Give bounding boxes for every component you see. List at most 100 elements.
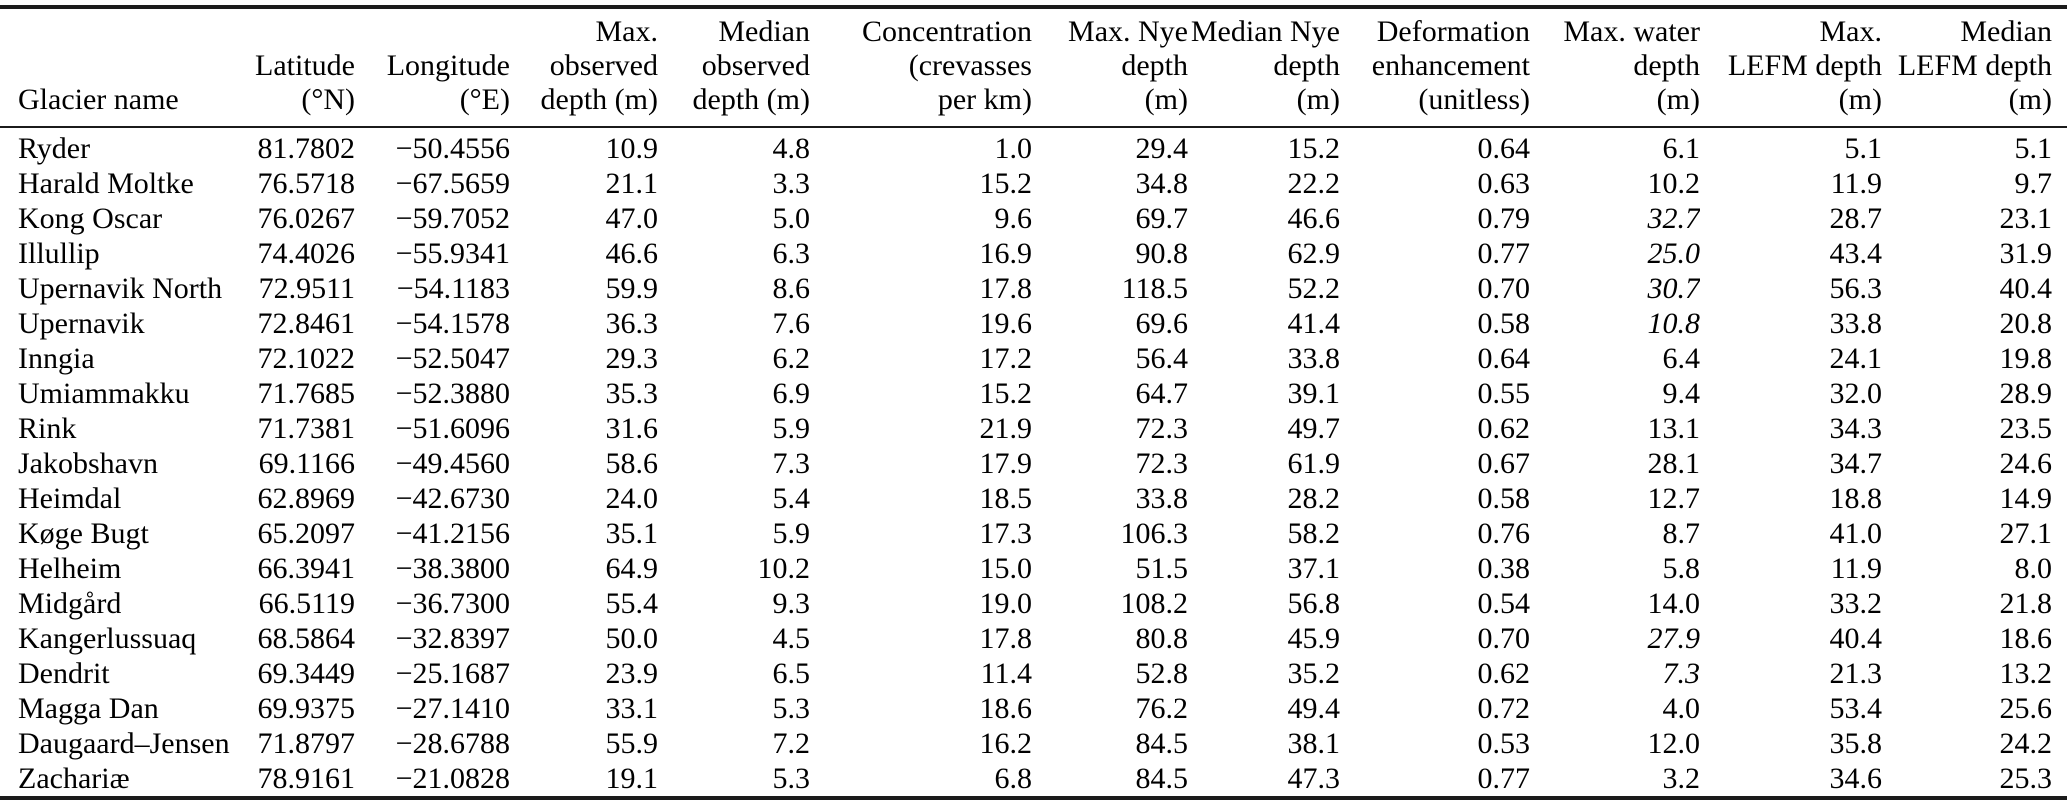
cell-max_obs: 36.3 — [605, 307, 659, 340]
cell-max_nye: 90.8 — [1135, 237, 1189, 270]
cell-max_obs: 29.3 — [605, 342, 659, 375]
cell-med_obs: 6.2 — [772, 342, 811, 375]
column-header-med_obs: Median observed depth (m) — [658, 9, 810, 127]
column-header-line: LEFM depth — [1897, 49, 2052, 82]
cell-max_water: 12.0 — [1647, 727, 1701, 760]
cell-max_water: 3.2 — [1662, 762, 1701, 795]
cell-med_nye: 15.2 — [1287, 132, 1341, 165]
cell-med_obs: 9.3 — [772, 587, 811, 620]
column-header-line: per km) — [937, 83, 1032, 116]
cell-lon: −67.5659 — [395, 167, 510, 200]
column-header-lat: Latitude (°N) — [243, 9, 355, 127]
cell-conc: 17.3 — [979, 517, 1033, 550]
cell-med_obs: 6.9 — [772, 377, 811, 410]
cell-max_lefm: 35.8 — [1829, 727, 1883, 760]
column-header-line: Max. — [1819, 15, 1883, 48]
table-row: Magga Dan 69.9375 −27.1410 33.1 5.3 18.6 76.2 4… — [0, 691, 2067, 726]
cell-med_obs: 7.6 — [772, 307, 811, 340]
cell-lat: 76.0267 — [257, 202, 356, 235]
cell-med_lefm: 19.8 — [1999, 342, 2053, 375]
cell-lat: 81.7802 — [257, 132, 356, 165]
cell-med_nye: 49.4 — [1287, 692, 1341, 725]
cell-med_nye: 46.6 — [1287, 202, 1341, 235]
cell-max_lefm: 41.0 — [1829, 517, 1883, 550]
cell-med_lefm: 31.9 — [1999, 237, 2053, 270]
cell-lat: 72.1022 — [257, 342, 356, 375]
cell-max_lefm: 56.3 — [1829, 272, 1883, 305]
cell-name: Harald Moltke — [18, 167, 194, 200]
cell-max_lefm: 21.3 — [1829, 657, 1883, 690]
cell-name: Dendrit — [18, 657, 110, 690]
cell-med_nye: 58.2 — [1287, 517, 1341, 550]
cell-lon: −49.4560 — [395, 447, 510, 480]
column-header-line: Longitude — [386, 49, 510, 82]
cell-conc: 19.6 — [979, 307, 1033, 340]
cell-def_enh: 0.67 — [1477, 447, 1531, 480]
cell-med_nye: 62.9 — [1287, 237, 1341, 270]
cell-med_obs: 4.5 — [772, 622, 811, 655]
cell-max_water: 8.7 — [1662, 517, 1701, 550]
cell-conc: 9.6 — [994, 202, 1033, 235]
cell-max_obs: 23.9 — [605, 657, 659, 690]
cell-def_enh: 0.53 — [1477, 727, 1531, 760]
column-header-lon: Longitude (°E) — [355, 9, 510, 127]
cell-max_nye: 72.3 — [1135, 447, 1189, 480]
cell-max_nye: 34.8 — [1135, 167, 1189, 200]
cell-lon: −55.9341 — [395, 237, 510, 270]
cell-lat: 66.5119 — [258, 587, 355, 620]
column-header-line: Deformation — [1376, 15, 1530, 48]
cell-med_nye: 52.2 — [1287, 272, 1341, 305]
cell-conc: 18.5 — [979, 482, 1033, 515]
table-row: Upernavik North 72.9511 −54.1183 59.9 8.6 17.… — [0, 271, 2067, 306]
cell-max_water: 6.4 — [1662, 342, 1701, 375]
column-header-line: Max. Nye — [1068, 15, 1188, 48]
cell-conc: 19.0 — [979, 587, 1033, 620]
cell-med_obs: 5.0 — [772, 202, 811, 235]
table-row: Rink 71.7381 −51.6096 31.6 5.9 21.9 72.3 49.7 0.… — [0, 411, 2067, 446]
column-header-line: observed — [701, 49, 810, 82]
cell-max_water: 4.0 — [1662, 692, 1701, 725]
column-header-line: Median — [718, 15, 810, 48]
cell-def_enh: 0.79 — [1477, 202, 1531, 235]
cell-conc: 15.2 — [979, 167, 1033, 200]
cell-max_obs: 47.0 — [605, 202, 659, 235]
column-header-line: Glacier name — [18, 83, 179, 116]
cell-max_lefm: 33.2 — [1829, 587, 1883, 620]
cell-max_nye: 69.6 — [1135, 307, 1189, 340]
table-row: Køge Bugt 65.2097 −41.2156 35.1 5.9 17.3 106.3… — [0, 516, 2067, 551]
cell-max_nye: 69.7 — [1135, 202, 1189, 235]
cell-def_enh: 0.76 — [1477, 517, 1531, 550]
cell-name: Illullip — [18, 237, 100, 270]
table-row: Helheim 66.3941 −38.3800 64.9 10.2 15.0 51.5 37… — [0, 551, 2067, 586]
cell-conc: 6.8 — [994, 762, 1033, 795]
cell-lon: −21.0828 — [395, 762, 510, 795]
cell-med_nye: 38.1 — [1287, 727, 1341, 760]
table-header: Glacier name Latitude (°N) Longitude (°E) Max… — [0, 9, 2067, 127]
cell-name: Jakobshavn — [18, 447, 158, 480]
cell-max_nye: 84.5 — [1135, 727, 1189, 760]
cell-med_obs: 6.5 — [772, 657, 811, 690]
table-row: Umiammakku 71.7685 −52.3880 35.3 6.9 15.2 64.7… — [0, 376, 2067, 411]
cell-def_enh: 0.58 — [1477, 482, 1531, 515]
cell-med_obs: 5.3 — [772, 762, 811, 795]
cell-max_water: 9.4 — [1662, 377, 1701, 410]
cell-name: Magga Dan — [18, 692, 159, 725]
cell-lat: 66.3941 — [257, 552, 356, 585]
cell-max_lefm: 18.8 — [1829, 482, 1883, 515]
cell-med_nye: 47.3 — [1287, 762, 1341, 795]
cell-lon: −52.5047 — [395, 342, 510, 375]
cell-max_lefm: 34.3 — [1829, 412, 1883, 445]
table-row: Jakobshavn 69.1166 −49.4560 58.6 7.3 17.9 72.3… — [0, 446, 2067, 481]
column-header-max_lefm: Max. LEFM depth (m) — [1700, 9, 1882, 127]
cell-max_nye: 84.5 — [1135, 762, 1189, 795]
cell-lon: −38.3800 — [395, 552, 510, 585]
cell-lon: −51.6096 — [395, 412, 510, 445]
column-header-line: enhancement — [1371, 49, 1530, 82]
cell-conc: 15.2 — [979, 377, 1033, 410]
cell-def_enh: 0.70 — [1477, 272, 1531, 305]
table-row: Illullip 74.4026 −55.9341 46.6 6.3 16.9 90.8 62… — [0, 236, 2067, 271]
cell-max_obs: 64.9 — [605, 552, 659, 585]
column-header-line: depth — [1273, 49, 1340, 82]
cell-max_nye: 52.8 — [1135, 657, 1189, 690]
cell-med_lefm: 14.9 — [1999, 482, 2053, 515]
